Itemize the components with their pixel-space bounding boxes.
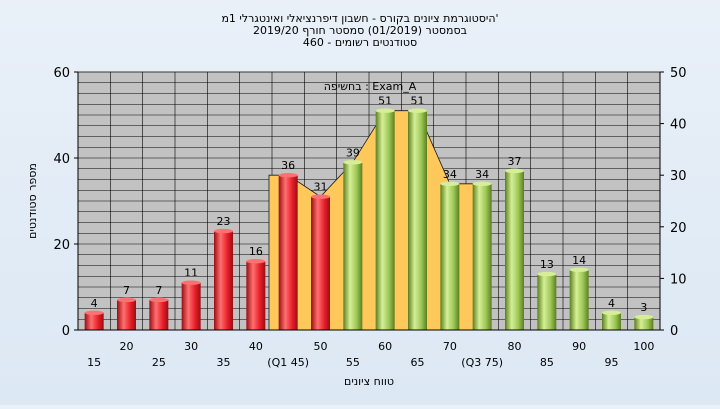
- data-label: 13: [540, 258, 554, 271]
- y2-tick-label: 30: [670, 169, 687, 184]
- bar-Q145: [278, 175, 298, 330]
- bar-95: [602, 312, 621, 330]
- data-label: 23: [217, 215, 231, 228]
- data-label: 51: [378, 95, 392, 108]
- bar-cap: [311, 194, 330, 199]
- bar-65: [408, 110, 427, 330]
- bar-Q375: [472, 183, 492, 330]
- chart-title-line: היסטוגרמת ציונים בקורס - חשבון דיפרנציאל…: [221, 12, 498, 25]
- bar-cap: [634, 314, 654, 320]
- data-label: 16: [249, 245, 263, 258]
- bar-20: [117, 299, 136, 330]
- x-tick-label: 85: [540, 356, 554, 369]
- bar-cap: [602, 310, 621, 315]
- data-label: 34: [475, 168, 489, 181]
- data-label: 14: [572, 254, 586, 267]
- bar-35: [214, 231, 233, 330]
- bar-cap: [246, 259, 266, 264]
- data-label: 7: [123, 284, 130, 297]
- x-axis-label: טווח ציונים: [344, 375, 394, 388]
- y-tick-label: 0: [62, 324, 70, 339]
- y-tick-label: 20: [53, 238, 70, 253]
- x-tick-label: 100: [633, 340, 654, 353]
- chart-title-line: סטודנטים רשומים - 460: [303, 36, 417, 49]
- y2-tick-label: 20: [670, 221, 687, 236]
- data-label: 51: [411, 95, 425, 108]
- x-axis: 15 20 25 30 35 40 (Q1 45) 50 55 60 65 70 (Q3 75) 80 85…: [78, 329, 660, 369]
- x-tick-label: (Q3 75): [461, 356, 503, 369]
- chart-title: היסטוגרמת ציונים בקורס - חשבון דיפרנציאל…: [221, 12, 498, 49]
- data-label: 31: [314, 181, 328, 194]
- bar-cap: [505, 168, 524, 174]
- y2-tick-label: 50: [670, 66, 687, 81]
- x-tick-label: 90: [572, 340, 586, 353]
- bar-30: [181, 282, 201, 330]
- data-label: 37: [508, 155, 522, 168]
- data-label: 36: [281, 159, 295, 172]
- y-axis-label: מספר סטודנטים: [26, 163, 39, 239]
- data-label: 34: [443, 168, 457, 181]
- bar-cap: [84, 310, 104, 315]
- y2-tick-label: 0: [670, 324, 678, 339]
- y2-tick-label: 10: [670, 272, 687, 287]
- y-tick-label: 40: [53, 152, 70, 167]
- bar-cap: [149, 297, 169, 303]
- x-tick-label: 95: [605, 356, 619, 369]
- x-tick-label: 20: [120, 340, 134, 353]
- data-label: 3: [640, 301, 647, 314]
- bar-60: [375, 110, 395, 330]
- y2-axis: 0 10 20 30 40 50: [659, 66, 687, 339]
- x-tick-label: 25: [152, 356, 166, 369]
- bar-cap: [278, 173, 298, 178]
- y-axis: 0 20 40 60: [53, 66, 79, 339]
- bar-15: [84, 312, 104, 330]
- bar-cap: [569, 267, 589, 272]
- bars: [84, 108, 654, 330]
- bar-100: [634, 317, 654, 330]
- bar-cap: [472, 181, 492, 186]
- x-tick-label: (Q1 45): [267, 356, 309, 369]
- data-label: 7: [155, 284, 162, 297]
- chart-title-line: בסמסטר (01/2019) סמסטר חורף 2019/20: [253, 24, 467, 37]
- bar-cap: [408, 108, 427, 113]
- x-tick-label: 60: [378, 340, 392, 353]
- bar-55: [343, 162, 363, 330]
- x-tick-label: 30: [184, 340, 198, 353]
- chart-annotation: בחשיפה : Exam_A: [324, 80, 417, 93]
- bar-cap: [181, 280, 201, 285]
- x-tick-label: 15: [87, 356, 101, 369]
- data-label: 4: [91, 297, 98, 310]
- data-label: 4: [608, 297, 615, 310]
- x-tick-label: 80: [508, 340, 522, 353]
- bar-cap: [214, 228, 233, 234]
- data-label: 39: [346, 146, 360, 159]
- x-tick-label: 65: [411, 356, 425, 369]
- bar-cap: [440, 181, 460, 186]
- bar-80: [505, 170, 524, 330]
- x-tick-label: 70: [443, 340, 457, 353]
- data-labels: 4 7 7 11 23 16 36 31 39 51 51 34 34 37 13 14 4 3: [91, 95, 648, 314]
- bar-cap: [537, 271, 557, 277]
- gridlines: [77, 71, 661, 331]
- x-tick-label: 40: [249, 340, 263, 353]
- bar-25: [149, 299, 169, 330]
- x-tick-label: 35: [217, 356, 231, 369]
- x-tick-label: 55: [346, 356, 360, 369]
- y2-tick-label: 40: [670, 118, 687, 133]
- y-tick-label: 60: [53, 66, 70, 81]
- bar-85: [537, 274, 557, 330]
- data-label: 11: [184, 267, 198, 280]
- bar-cap: [375, 108, 395, 113]
- bar-50: [311, 196, 330, 330]
- bar-90: [569, 269, 589, 330]
- bar-70: [440, 183, 460, 330]
- bar-cap: [343, 160, 363, 165]
- x-tick-label: 50: [314, 340, 328, 353]
- bar-40: [246, 261, 266, 330]
- bar-cap: [117, 297, 136, 303]
